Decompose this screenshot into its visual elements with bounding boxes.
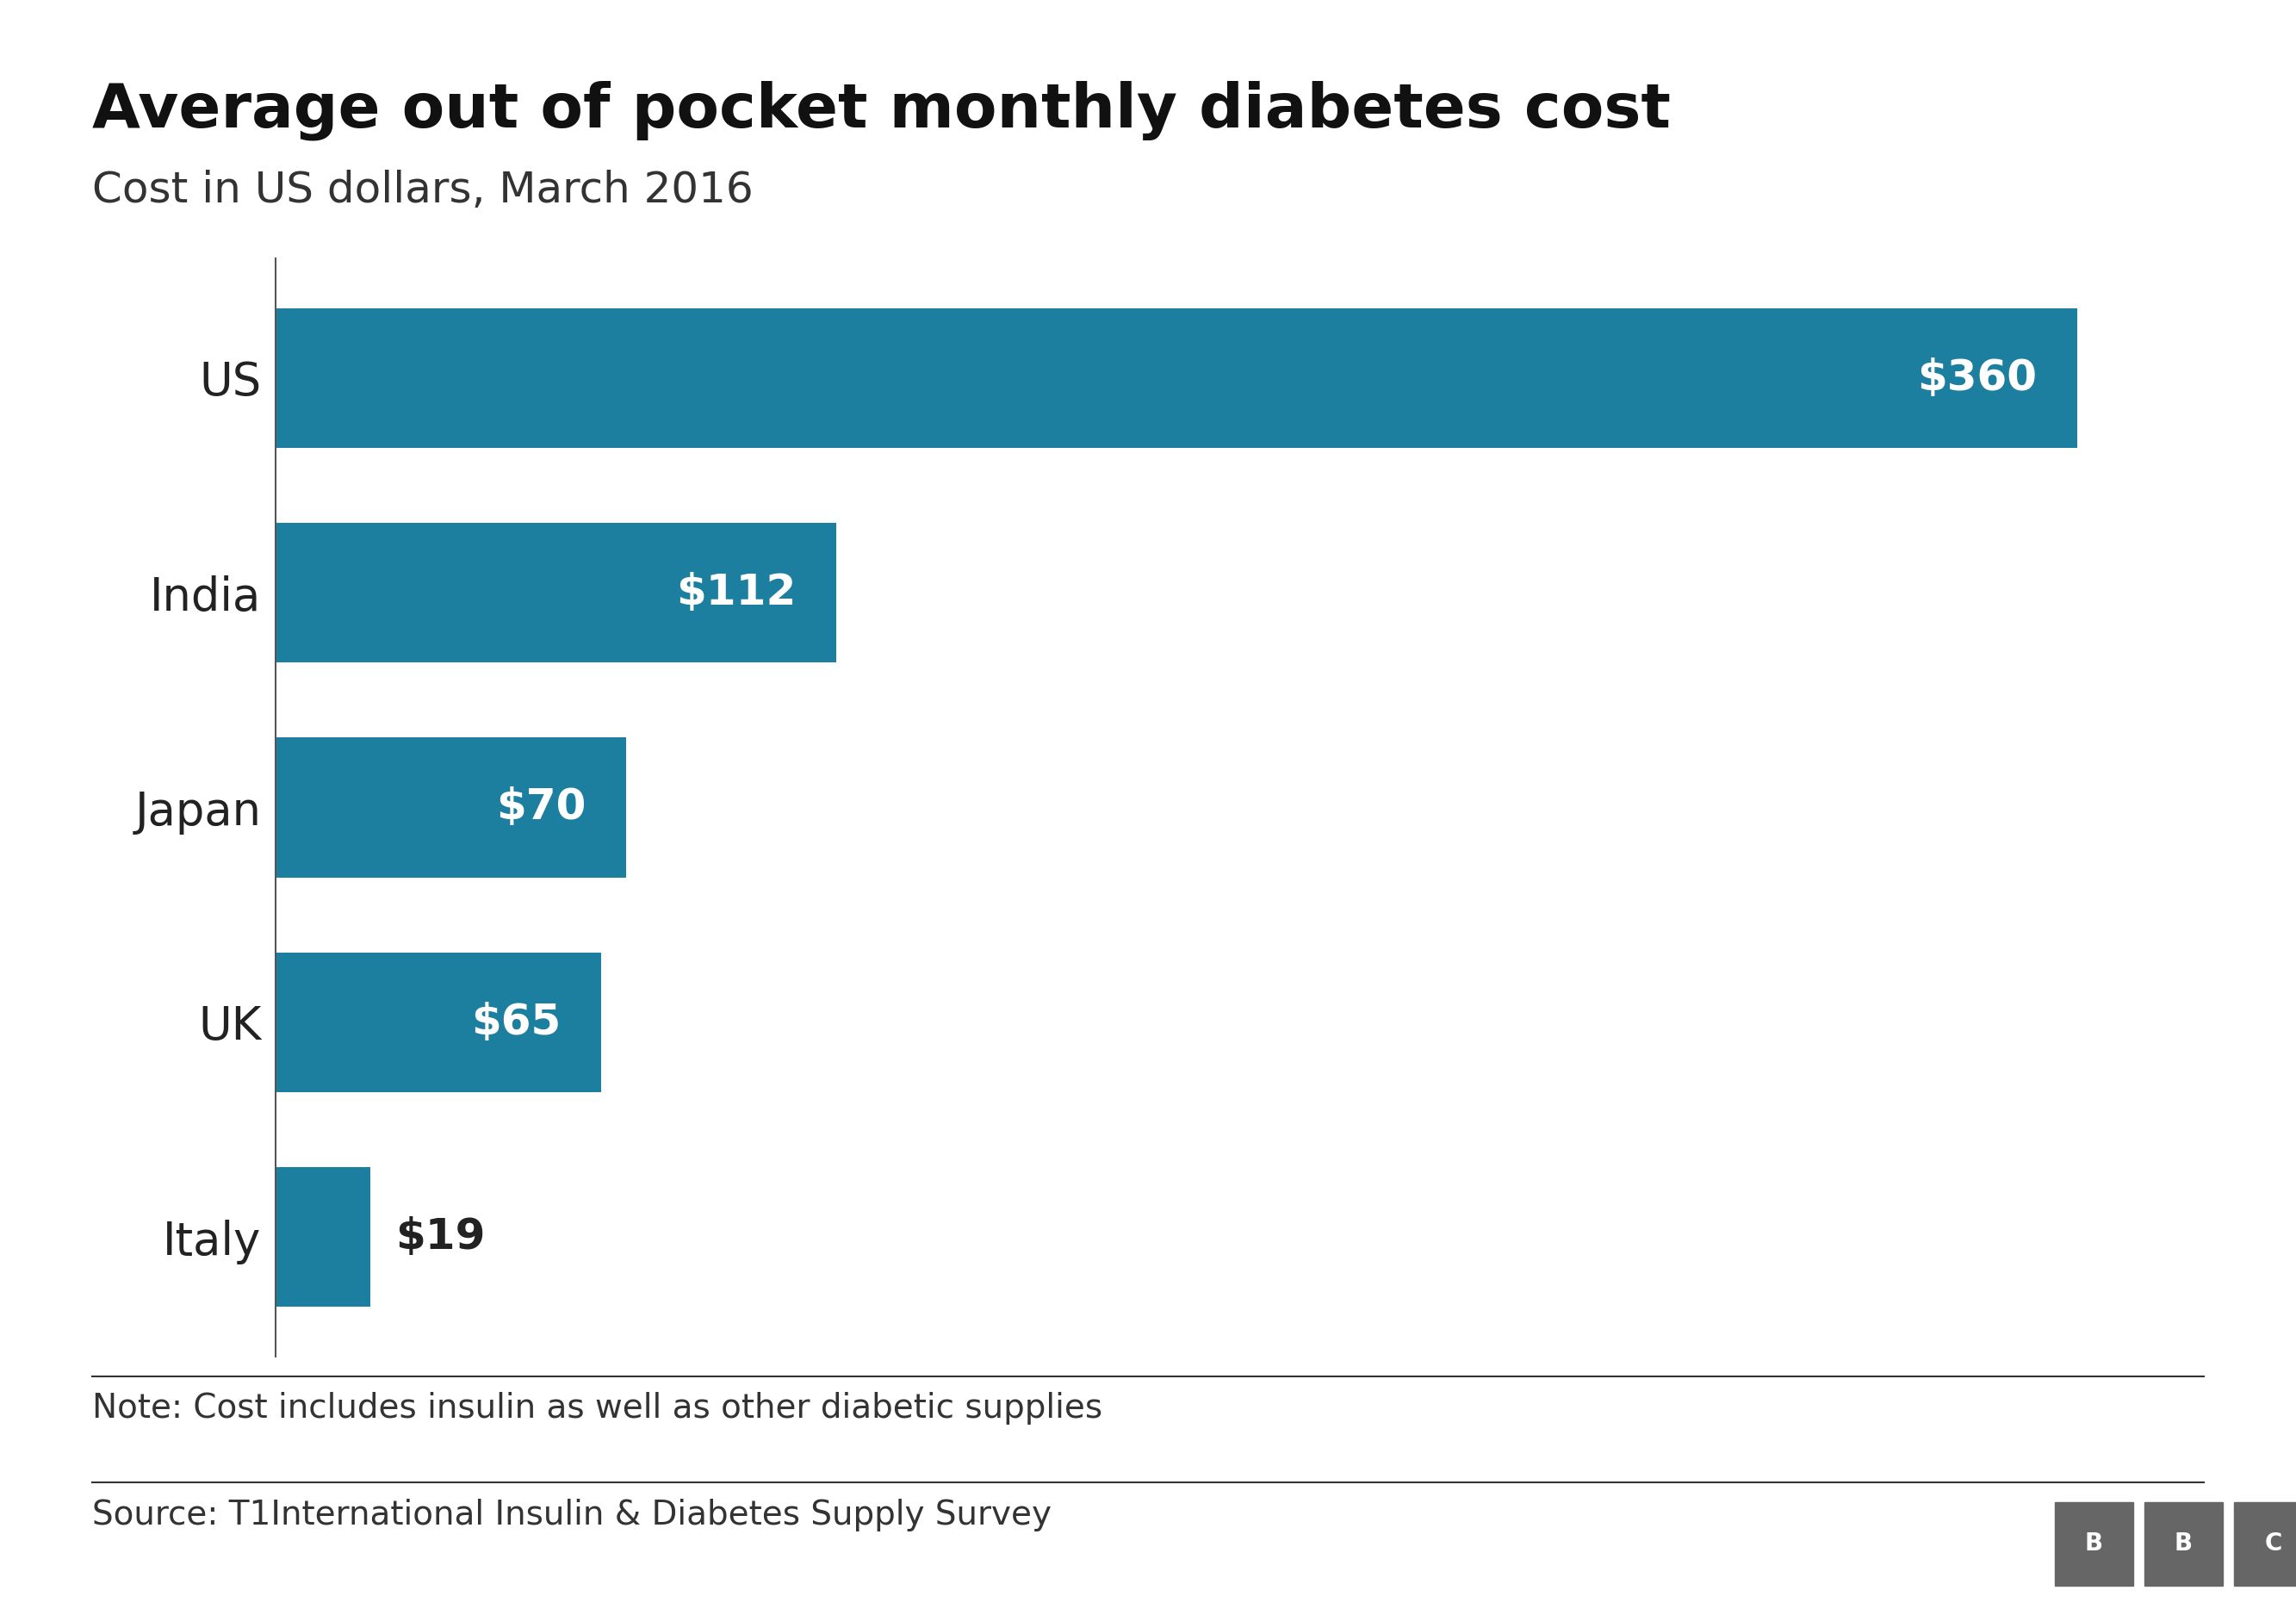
Bar [276,308,2078,447]
Text: Note: Cost includes insulin as well as other diabetic supplies: Note: Cost includes insulin as well as o… [92,1392,1102,1424]
Bar [276,953,602,1092]
Text: C: C [2264,1533,2282,1555]
Text: $70: $70 [496,787,585,828]
Text: $360: $360 [1917,357,2037,399]
Text: B: B [2085,1533,2103,1555]
Text: $65: $65 [471,1001,560,1043]
Text: Source: T1International Insulin & Diabetes Supply Survey: Source: T1International Insulin & Diabet… [92,1499,1052,1531]
Text: $112: $112 [675,572,797,614]
Bar [276,523,836,662]
Text: Average out of pocket monthly diabetes cost: Average out of pocket monthly diabetes c… [92,81,1671,141]
Text: Cost in US dollars, March 2016: Cost in US dollars, March 2016 [92,170,753,212]
Text: $19: $19 [395,1216,487,1258]
Bar [276,738,627,877]
Text: B: B [2174,1533,2193,1555]
Bar [276,1168,370,1307]
